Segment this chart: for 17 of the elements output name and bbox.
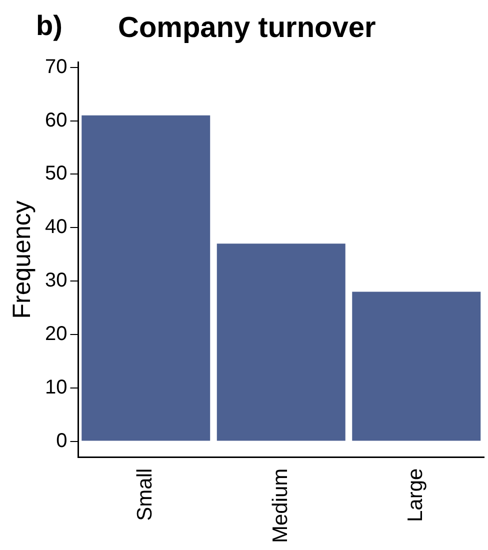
bar (216, 244, 346, 441)
y-tick-label: 20 (44, 322, 68, 345)
y-tick-label: 10 (44, 376, 68, 398)
y-tick-label: 0 (56, 430, 68, 452)
chart-title: Company turnover (118, 12, 376, 45)
x-tick-label: Small (134, 468, 157, 521)
y-axis-title: Frequency (8, 200, 36, 319)
y-tick-label: 30 (44, 270, 68, 292)
y-tick-label: 70 (44, 56, 68, 78)
y-tick-label: 50 (44, 162, 68, 185)
x-tick-label: Large (404, 468, 428, 522)
bar (352, 292, 481, 441)
text: b) (36, 10, 62, 42)
x-tick-label: Medium (268, 468, 292, 544)
y-tick-label: 40 (44, 216, 68, 238)
y-tick-label: 60 (44, 109, 68, 132)
bar (82, 115, 210, 441)
